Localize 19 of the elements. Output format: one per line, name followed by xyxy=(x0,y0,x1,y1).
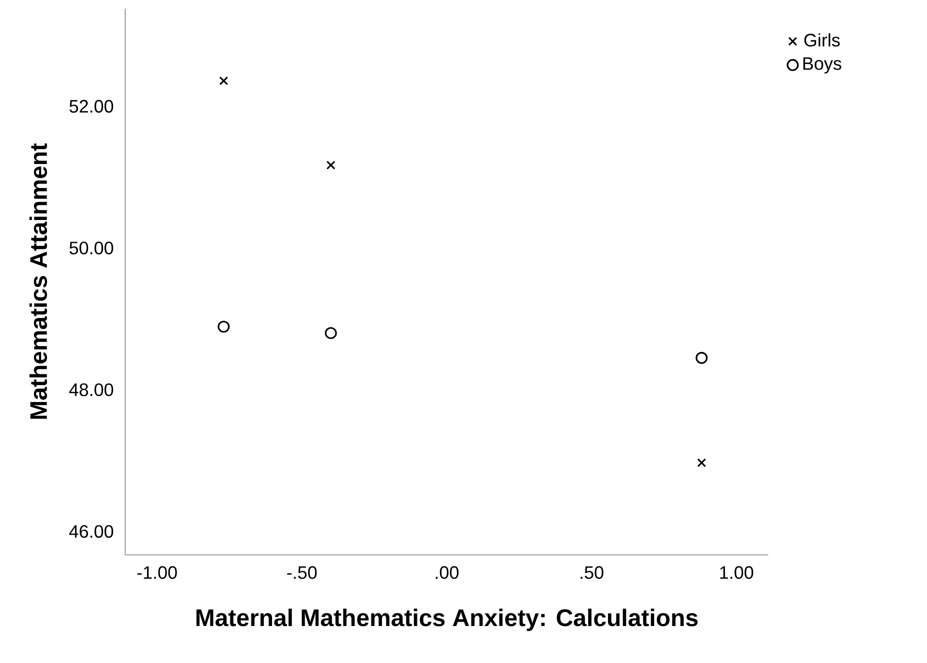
x-tick-label: .00 xyxy=(436,566,459,579)
x-tick-label: -.50 xyxy=(287,566,317,579)
y-tick-label: 52.00 xyxy=(70,100,114,113)
legend-label: Boys xyxy=(803,57,842,74)
point xyxy=(696,352,708,364)
point xyxy=(219,76,228,86)
y-axis-title: Mathematics Attainment xyxy=(29,143,48,419)
legend-label: Girls xyxy=(804,33,840,47)
point xyxy=(324,327,337,340)
point xyxy=(697,458,706,468)
x-tick-label: .50 xyxy=(580,566,604,579)
point xyxy=(326,160,336,170)
x-axis-title: Maternal Mathematics Anxiety: Calculations xyxy=(196,608,698,632)
x-tick-label: -1.00 xyxy=(137,566,177,579)
x-tick-label: 1.00 xyxy=(720,566,754,579)
point xyxy=(218,320,230,333)
y-tick-label: 48.00 xyxy=(69,383,114,396)
y-tick-label: 50.00 xyxy=(70,242,114,254)
y-tick-label: 46.00 xyxy=(69,525,114,538)
